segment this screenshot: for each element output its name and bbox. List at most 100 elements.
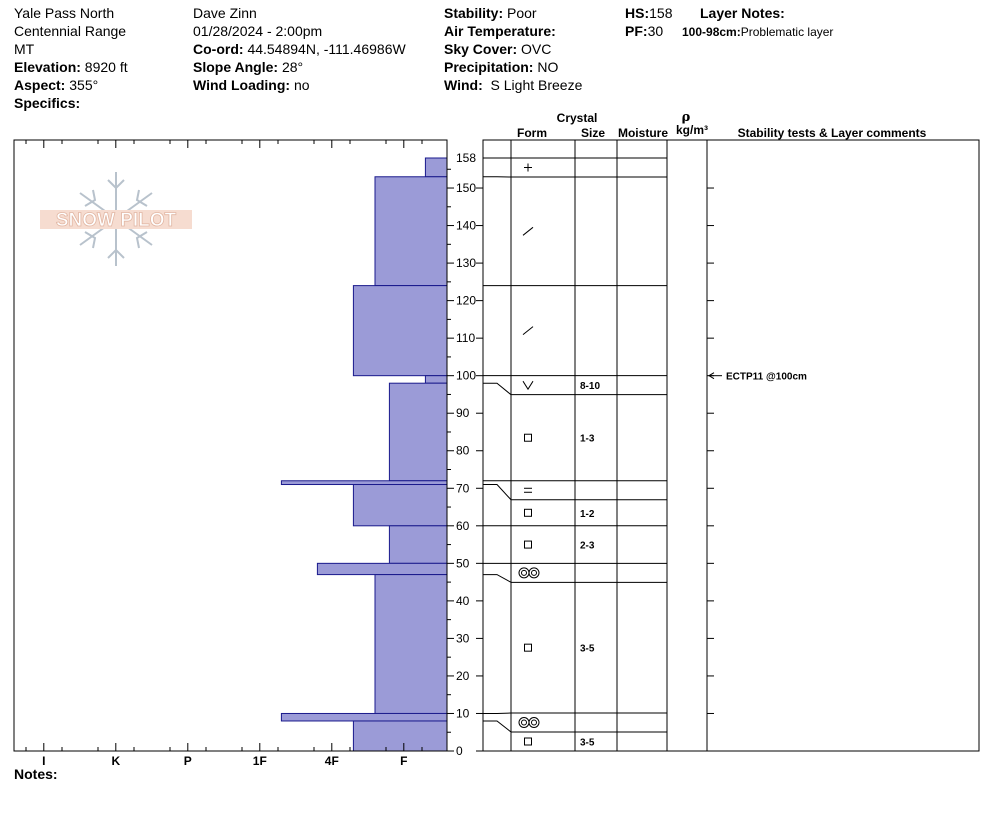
logo-text: SNOW PILOT (56, 210, 177, 231)
specifics-label: Specifics: (14, 95, 81, 111)
y-tick-label: 120 (456, 294, 476, 308)
wind-loading-value: no (293, 77, 310, 93)
hardness-bar (352, 720, 448, 752)
grain-form-decomposing (522, 326, 534, 336)
stability-test-label: ECTP11 @100cm (726, 372, 807, 383)
grain-form-surface-hoar-inner (521, 569, 527, 576)
sky-label: Sky Cover: (444, 41, 518, 57)
x-tick-label: 4F (325, 754, 339, 768)
specifics-field: Specifics: (14, 94, 80, 112)
hardness-bar (280, 480, 448, 486)
y-tick-label: 100 (456, 369, 476, 383)
notes-label: Notes: (14, 766, 58, 782)
grain-form-faceted (524, 643, 532, 652)
pf-field: PF:30 (625, 22, 663, 40)
observation-datetime: 01/28/2024 - 2:00pm (193, 23, 323, 39)
grain-form-surface-hoar (528, 567, 540, 579)
y-tick-label: 80 (456, 444, 470, 458)
crystal-header: Crystal (557, 111, 598, 125)
y-tick-label: 40 (456, 594, 470, 608)
grain-form-surface-hoar-inner (531, 569, 537, 576)
range-name: Centennial Range (14, 23, 127, 39)
grain-form-surface-hoar (518, 717, 530, 728)
air-temp-label: Air Temperature: (444, 23, 556, 39)
wind-value: S Light Breeze (490, 77, 583, 93)
aspect-field: Aspect: 355° (14, 76, 98, 94)
density-header: kg/m³ (676, 123, 708, 137)
stability-test-arrowhead (708, 372, 715, 380)
y-tick-label: 20 (456, 669, 470, 683)
sky-value: OVC (521, 41, 552, 57)
comments-header: Stability tests & Layer comments (738, 126, 927, 140)
grain-form-surface-hoar (528, 717, 540, 728)
slope-value: 28° (281, 59, 304, 75)
x-tick-label: I (42, 754, 45, 768)
y-tick-label: 70 (456, 481, 470, 495)
grain-size-label: 3-5 (580, 738, 595, 749)
depth-connector (483, 574, 512, 583)
layer-notes-label: Layer Notes: (700, 5, 785, 21)
grain-form-faceted (524, 737, 532, 746)
aspect-value: 355° (69, 77, 99, 93)
grain-form-decomposing (522, 226, 534, 236)
y-tick-label: 150 (456, 181, 476, 195)
hardness-bar (352, 285, 448, 377)
hardness-bar (374, 574, 448, 714)
pf-label: PF: (625, 23, 648, 39)
x-tick-label: 1F (253, 754, 267, 768)
grain-size-label: 3-5 (580, 644, 595, 655)
x-tick-label: P (184, 754, 192, 768)
stability-field: Stability: Poor (444, 4, 537, 22)
hardness-bar (424, 157, 448, 178)
notes-field: Notes: (14, 765, 58, 783)
hardness-bar (374, 176, 448, 287)
hardness-bar (316, 562, 448, 576)
layer-note: 100-98cm:Problematic layer (682, 23, 833, 41)
x-tick-label: K (111, 754, 120, 768)
elevation-value: 8920 ft (84, 59, 128, 75)
y-tick-label: 0 (456, 744, 463, 758)
y-tick-label: 140 (456, 219, 476, 233)
grain-form-surface-hoar-inner (531, 719, 537, 726)
observer-name: Dave Zinn (193, 5, 257, 21)
grain-size-label: 1-3 (580, 434, 595, 445)
location-name: Yale Pass North (14, 5, 115, 21)
rho-header: ρ (682, 110, 691, 125)
coordinates-field: Co-ord: 44.54894N, -111.46986W (193, 40, 406, 58)
stability-value: Poor (507, 5, 537, 21)
stability-label: Stability: (444, 5, 504, 21)
y-tick-label: 60 (456, 519, 470, 533)
grain-form-surface-hoar-inner (521, 719, 527, 726)
hardness-bar (424, 375, 448, 384)
hs-label: HS: (625, 5, 650, 21)
hs-field: HS:158 (625, 4, 672, 22)
depth-connector (483, 484, 512, 501)
wind-label: Wind: (444, 77, 483, 93)
wind-field: Wind: S Light Breeze (444, 76, 582, 94)
elevation-field: Elevation: 8920 ft (14, 58, 128, 76)
hardness-frame (13, 139, 448, 752)
depth-connector (483, 382, 512, 396)
layer-note-text: Problematic layer (740, 25, 834, 39)
coord-label: Co-ord: (193, 41, 244, 57)
grain-form-surface-hoar (518, 567, 530, 579)
air-temp-field: Air Temperature: (444, 22, 556, 40)
grain-form-faceted (524, 433, 532, 442)
depth-connector (483, 720, 512, 733)
hardness-bar (280, 712, 448, 722)
y-tick-label: 90 (456, 406, 470, 420)
grain-form-depth-hoar (522, 380, 534, 391)
coord-value: 44.54894N, -111.46986W (247, 41, 406, 57)
y-tick-label: 130 (456, 256, 476, 270)
y-tick-label: 110 (456, 331, 475, 345)
wind-loading-label: Wind Loading: (193, 77, 291, 93)
y-tick-label: 10 (456, 706, 470, 720)
grain-size-label: 2-3 (580, 541, 595, 552)
precip-value: NO (537, 59, 559, 75)
layer-notes-title: Layer Notes: (700, 4, 785, 22)
state-name: MT (14, 41, 35, 57)
hardness-bar (352, 484, 448, 527)
hardness-bar (388, 382, 448, 482)
grain-form-faceted (524, 540, 532, 549)
